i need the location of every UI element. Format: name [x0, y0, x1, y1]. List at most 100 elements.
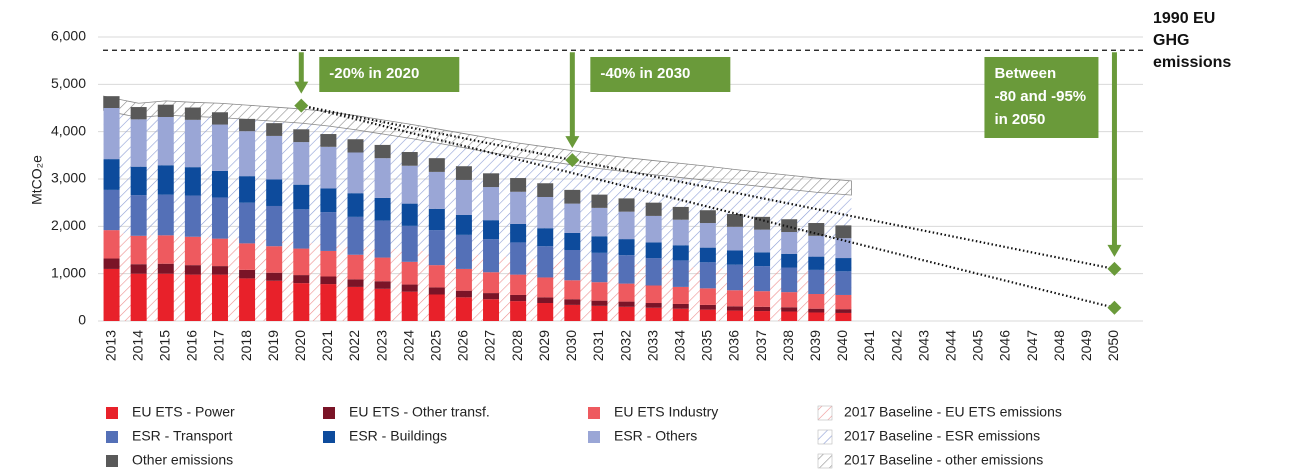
bar-segment [699, 309, 716, 321]
bar-segment [266, 272, 283, 281]
bar-segment [455, 234, 472, 269]
bar-segment [510, 294, 527, 302]
bar-segment [808, 312, 825, 321]
bar-segment [645, 258, 662, 286]
arrow-head [1107, 244, 1122, 257]
x-tick-label: 2040 [834, 330, 850, 361]
bar-segment [374, 144, 391, 159]
x-tick-label: 2032 [617, 330, 633, 361]
bar-segment [347, 254, 364, 280]
bar-segment [537, 228, 554, 247]
bar-segment [483, 187, 500, 221]
bar-segment [455, 268, 472, 291]
bar-segment [428, 294, 445, 321]
bar-segment [537, 246, 554, 278]
bar-segment [211, 170, 228, 198]
bar-segment [510, 191, 527, 224]
bar-segment [781, 267, 798, 293]
bar-segment [591, 305, 608, 321]
bar-segment [266, 205, 283, 247]
bar-segment [483, 173, 500, 188]
legend-swatch [817, 405, 833, 421]
bar-segment [510, 274, 527, 295]
x-tick-label: 2046 [997, 330, 1013, 361]
bar-segment [510, 178, 527, 192]
bar-segment [781, 311, 798, 321]
bar-segment [130, 195, 147, 236]
bar-segment [835, 238, 852, 259]
bar-segment [401, 261, 418, 285]
bar-segment [564, 304, 581, 321]
bar-segment [347, 279, 364, 287]
bar-segment [184, 107, 201, 120]
bar-segment [157, 194, 174, 236]
bar-segment [672, 206, 689, 220]
y-tick-label: 5,000 [51, 75, 86, 91]
bar-segment [645, 202, 662, 216]
bar-segment [293, 248, 310, 276]
bar-segment [428, 171, 445, 209]
legend-swatch [817, 429, 833, 445]
legend-label: EU ETS - Power [132, 404, 235, 420]
bar-segment [483, 293, 500, 300]
bar-segment [537, 297, 554, 304]
bar-segment [428, 265, 445, 288]
bar-segment [347, 139, 364, 153]
x-tick-label: 2033 [644, 330, 660, 361]
bar-segment [374, 281, 391, 289]
y-axis-label: MtCO₂e [29, 155, 45, 205]
bar-segment [754, 266, 771, 292]
bar-segment [347, 286, 364, 321]
bar-segment [564, 203, 581, 233]
x-tick-label: 2029 [536, 330, 552, 361]
y-tick-label: 2,000 [51, 217, 86, 233]
reference-label: GHG [1153, 32, 1189, 49]
bar-segment [781, 219, 798, 233]
bar-segment [754, 252, 771, 267]
bar-segment [618, 306, 635, 321]
bar-segment [808, 223, 825, 236]
y-tick-label: 6,000 [51, 28, 86, 44]
bar-segment [483, 272, 500, 294]
bar-segment [699, 262, 716, 289]
bar-segment [239, 269, 256, 279]
bar-segment [184, 236, 201, 266]
legend-swatch [106, 431, 118, 443]
legend-swatch [817, 453, 833, 469]
y-tick-label: 1,000 [51, 264, 86, 280]
bar-segment [130, 107, 147, 120]
bar-segment [781, 292, 798, 308]
bar-segment [483, 220, 500, 240]
x-tick-label: 2019 [265, 330, 281, 361]
legend-swatch [106, 407, 118, 419]
legend-swatch [588, 431, 600, 443]
bar-segment [401, 165, 418, 204]
x-tick-label: 2044 [943, 330, 959, 361]
reference-label: emissions [1153, 54, 1231, 71]
bar-segment [211, 124, 228, 171]
bar-segment [618, 301, 635, 307]
bar-segment [618, 211, 635, 240]
baseline-area [103, 95, 852, 196]
x-tick-label: 2041 [861, 330, 877, 361]
bar-segment [293, 129, 310, 143]
bar-segment [130, 264, 147, 274]
bar-segment [211, 274, 228, 321]
bar-segment [130, 166, 147, 196]
x-tick-label: 2038 [780, 330, 796, 361]
x-tick-label: 2020 [292, 330, 308, 361]
bar-segment [293, 184, 310, 210]
target-marker [1107, 300, 1122, 315]
bar-segment [103, 230, 120, 259]
legend-swatch [323, 407, 335, 419]
bar-segment [754, 229, 771, 253]
legend-label: 2017 Baseline - ESR emissions [844, 428, 1040, 444]
bar-segment [293, 209, 310, 249]
bar-segment [184, 274, 201, 321]
bar-segment [564, 299, 581, 305]
bar-segment [591, 282, 608, 301]
bar-segment [564, 232, 581, 250]
bar-segment [184, 167, 201, 196]
bar-segment [726, 310, 743, 321]
bar-segment [401, 225, 418, 262]
